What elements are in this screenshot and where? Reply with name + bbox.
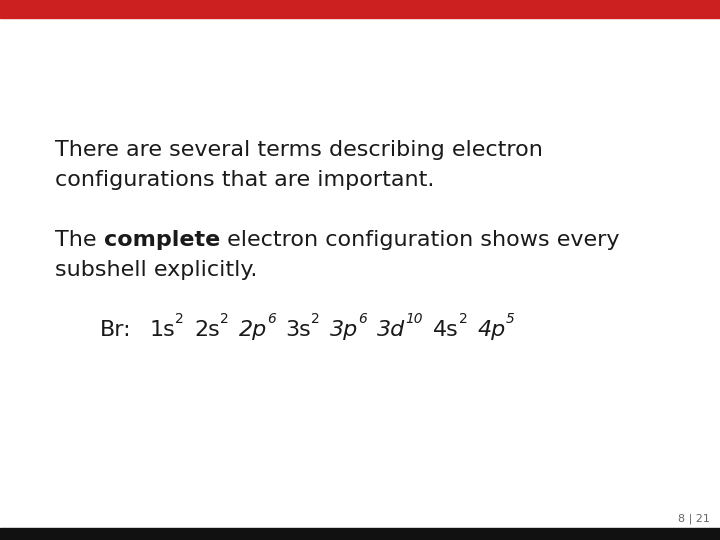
Text: complete: complete — [104, 230, 220, 250]
Text: There are several terms describing electron: There are several terms describing elect… — [55, 140, 543, 160]
Text: 4p: 4p — [477, 320, 505, 340]
Bar — [0, 528, 720, 540]
Text: Br:: Br: — [100, 320, 132, 340]
Text: 3p: 3p — [330, 320, 359, 340]
Text: 2: 2 — [176, 313, 184, 326]
Text: 6: 6 — [359, 313, 367, 326]
Text: 1s: 1s — [150, 320, 176, 340]
Text: configurations that are important.: configurations that are important. — [55, 170, 434, 190]
Text: 2p: 2p — [238, 320, 267, 340]
Text: 6: 6 — [267, 313, 276, 326]
Text: 2s: 2s — [194, 320, 220, 340]
Text: The: The — [55, 230, 104, 250]
Text: 3d: 3d — [377, 320, 405, 340]
Text: subshell explicitly.: subshell explicitly. — [55, 260, 257, 280]
Text: 2: 2 — [459, 313, 467, 326]
Text: 2: 2 — [220, 313, 229, 326]
Text: 8 | 21: 8 | 21 — [678, 514, 710, 524]
Text: electron configuration shows every: electron configuration shows every — [220, 230, 619, 250]
Text: 5: 5 — [505, 313, 514, 326]
Text: 3s: 3s — [286, 320, 311, 340]
Text: 4s: 4s — [433, 320, 459, 340]
Bar — [0, 0, 720, 18]
Text: 2: 2 — [311, 313, 320, 326]
Text: 10: 10 — [405, 313, 423, 326]
